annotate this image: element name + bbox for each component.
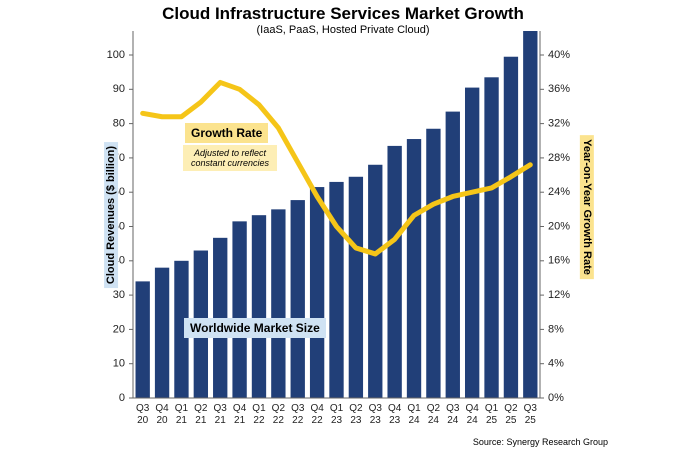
bar	[232, 221, 247, 398]
bar	[309, 187, 325, 398]
x-tick-label: Q4 22	[310, 403, 324, 426]
x-tick-label: Q4 23	[387, 403, 402, 426]
y-tick-label: 20	[113, 323, 125, 335]
x-tick-label: Q2 22	[271, 403, 286, 426]
x-tick-label: Q2 25	[504, 403, 518, 426]
x-tick-label: Q2 23	[349, 403, 363, 426]
y2-tick-label: 32%	[548, 118, 570, 130]
x-tick-label: Q2 24	[426, 403, 441, 426]
bar	[484, 77, 499, 398]
bar	[523, 31, 538, 398]
source: Source: Synergy Research Group	[472, 437, 608, 447]
bar	[464, 87, 480, 399]
bar	[329, 181, 344, 398]
x-tick-label: Q3 25	[523, 403, 537, 426]
y-tick-label: 10	[113, 358, 125, 370]
y2-tick-label: 28%	[548, 152, 570, 164]
x-tick-label: Q1 21	[174, 403, 189, 426]
annotation: Adjusted to reflect constant currencies	[183, 145, 277, 171]
bar	[368, 164, 383, 398]
y2-axis-label: Year-on-Year Growth Rate	[579, 135, 594, 279]
x-tick-label: Q1 24	[407, 403, 421, 426]
x-tick-label: Q3 21	[213, 403, 227, 426]
bar	[271, 209, 286, 398]
bar	[387, 145, 402, 398]
bar	[174, 260, 189, 398]
x-tick-label: Q3 24	[446, 403, 460, 426]
bar	[348, 176, 364, 398]
bar	[426, 128, 441, 399]
bar	[445, 111, 460, 398]
y-tick-label: 0	[119, 392, 125, 404]
bar	[213, 237, 228, 398]
x-tick-label: Q3 23	[368, 403, 382, 426]
chart-title: Cloud Infrastructure Services Market Gro…	[162, 4, 524, 23]
y-tick-label: 90	[113, 83, 125, 95]
bar	[154, 267, 170, 398]
y2-tick-label: 12%	[548, 289, 570, 301]
x-tick-label: Q3 22	[291, 403, 305, 426]
y2-tick-label: 36%	[548, 83, 570, 95]
y2-tick-label: 8%	[548, 323, 564, 335]
bar	[135, 281, 150, 398]
y2-tick-label: 20%	[548, 220, 570, 232]
y2-tick-label: 4%	[548, 358, 564, 370]
y-tick-label: 80	[113, 118, 125, 130]
y-tick-label: 30	[113, 289, 125, 301]
x-tick-label: Q1 22	[252, 403, 266, 426]
annotation: Growth Rate	[185, 123, 269, 143]
growth-line	[140, 79, 533, 257]
x-tick-label: Q4 20	[155, 403, 169, 426]
x-tick-label: Q4 24	[465, 403, 479, 426]
x-tick-label: Q1 23	[329, 403, 344, 426]
x-tick-label: Q1 25	[484, 403, 499, 426]
bar	[290, 200, 305, 398]
x-tick-label: Q3 20	[136, 403, 150, 426]
bar	[251, 215, 267, 398]
y2-tick-label: 0%	[548, 392, 564, 404]
y2-tick-label: 16%	[548, 255, 570, 267]
x-tick-label: Q4 21	[232, 403, 247, 426]
x-tick-label: Q2 21	[194, 403, 208, 426]
y2-tick-label: 24%	[548, 186, 570, 198]
chart-subtitle: (IaaS, PaaS, Hosted Private Cloud)	[256, 24, 430, 36]
y-axis-label: Cloud Revenues ($ billion)	[104, 141, 119, 289]
bar	[406, 139, 422, 398]
annotation: Worldwide Market Size	[184, 318, 326, 338]
bar	[503, 56, 519, 398]
y2-tick-label: 40%	[548, 49, 570, 61]
y-tick-label: 100	[107, 49, 125, 61]
